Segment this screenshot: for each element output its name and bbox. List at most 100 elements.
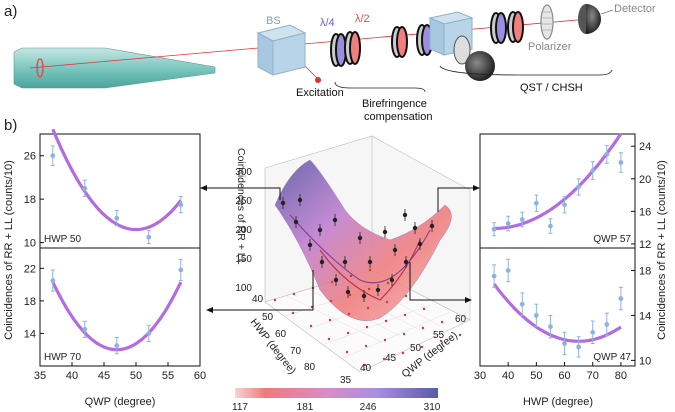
detector-label: Detector: [614, 3, 656, 15]
y-tick-label: 18: [24, 194, 36, 206]
svg-text:50: 50: [410, 343, 422, 354]
floor-dot: [364, 344, 368, 348]
surface-point: [403, 259, 409, 265]
connector-arrows: [200, 187, 478, 311]
data-point: [50, 278, 56, 283]
surface-qwp-ticks: 35 40 45 50 55 60: [340, 314, 467, 386]
surface-point: [392, 247, 398, 253]
surface-point: [357, 235, 363, 241]
svg-text:50: 50: [262, 312, 274, 323]
surface-point: [333, 277, 339, 283]
floor-dot: [291, 311, 295, 315]
data-point: [505, 268, 511, 273]
data-point: [146, 234, 152, 240]
floor-dot: [329, 299, 333, 303]
plot-title: QWP 57: [593, 234, 631, 245]
plot-hwp50: 26 18 10 HWP 50: [24, 128, 201, 250]
arrow-heads: [200, 185, 480, 313]
floor-dot: [384, 319, 388, 323]
floor-dot: [330, 280, 334, 284]
bs-label: BS: [266, 15, 281, 27]
plot-qwp47: 18 14 10 30 40 50 60 70 80 QWP 47: [474, 247, 651, 382]
data-point: [50, 153, 56, 159]
surface-point: [297, 197, 303, 203]
data-point: [491, 226, 497, 232]
svg-text:117: 117: [232, 402, 248, 412]
surface-hwp-ticks: 40 50 60 70 80: [252, 294, 316, 373]
bracket-qst: [439, 65, 613, 76]
data-point: [548, 324, 553, 330]
data-point: [114, 343, 120, 349]
y-tick-label: 26: [24, 151, 36, 163]
surface-point: [307, 242, 313, 248]
y-tick-label: 10: [639, 355, 651, 367]
surface-point: [319, 259, 325, 265]
svg-text:310: 310: [424, 402, 441, 412]
detector: [578, 4, 601, 34]
data-point: [533, 200, 539, 206]
surface-point: [429, 223, 435, 229]
left-xlabel: QWP (degree): [85, 396, 156, 408]
data-point: [82, 326, 88, 332]
x-tick-label: 45: [98, 370, 110, 382]
svg-text:60: 60: [275, 329, 287, 340]
x-tick-label: 55: [162, 370, 174, 382]
plot-qwp57: 24 20 16 12 QWP 57: [479, 132, 651, 251]
data-point: [576, 344, 582, 350]
surface-point: [367, 259, 373, 265]
y-tick-label: 10: [24, 238, 36, 250]
data-point: [519, 217, 525, 222]
panel-b-label: b): [4, 117, 17, 134]
svg-text:181: 181: [297, 402, 314, 412]
data-point: [533, 313, 539, 318]
tapered-fiber: [13, 47, 216, 89]
floor-dot: [386, 281, 390, 285]
floor-dot: [327, 337, 331, 341]
right-ylabel: Coincidences of RR + LL (counts/10): [656, 160, 668, 340]
svg-text:70: 70: [290, 346, 302, 357]
data-point: [114, 215, 120, 221]
floor-dot: [382, 357, 386, 361]
surface-point: [417, 241, 423, 247]
floor-dot: [404, 294, 408, 298]
y-tick-label: 16: [639, 206, 651, 218]
surface-point: [293, 219, 299, 225]
x-tick-label: 80: [615, 370, 627, 382]
y-tick-label: 24: [639, 141, 651, 153]
qst-label: QST / CHSH: [520, 82, 583, 94]
surface-point: [382, 229, 388, 235]
floor-dot: [383, 338, 387, 342]
y-tick-label: 20: [639, 174, 651, 186]
svg-text:80: 80: [304, 362, 316, 373]
floor-dot: [368, 268, 372, 272]
bracket-birefringence: [334, 81, 426, 93]
data-point: [562, 202, 567, 208]
floor-dot: [422, 307, 426, 311]
y-tick-label: 22: [24, 263, 36, 275]
surface-point: [342, 259, 348, 265]
fit-curve: [494, 132, 623, 231]
data-point: [519, 301, 525, 307]
excitation-label: Excitation: [296, 87, 344, 99]
data-point: [604, 322, 610, 327]
svg-text:60: 60: [455, 314, 467, 325]
x-tick-label: 40: [66, 370, 78, 382]
floor-dot: [421, 326, 425, 330]
y-tick-label: 14: [24, 328, 36, 340]
data-point: [505, 221, 511, 226]
svg-text:100: 100: [235, 283, 252, 294]
floor-dot: [439, 339, 443, 343]
data-point: [178, 202, 184, 207]
polarizer: [540, 4, 554, 40]
floor-dot: [366, 306, 370, 310]
x-tick-label: 60: [194, 370, 206, 382]
surface-z-label: Coincidences of RR + LL: [235, 148, 247, 265]
hwp-label: λ/2: [355, 13, 370, 25]
surface-point: [412, 225, 418, 231]
data-point: [618, 160, 624, 165]
floor-dot: [367, 287, 371, 291]
floor-dot: [328, 318, 332, 322]
x-tick-label: 70: [587, 370, 599, 382]
surface-data-points: [280, 194, 435, 302]
plot-frame: [479, 247, 636, 367]
